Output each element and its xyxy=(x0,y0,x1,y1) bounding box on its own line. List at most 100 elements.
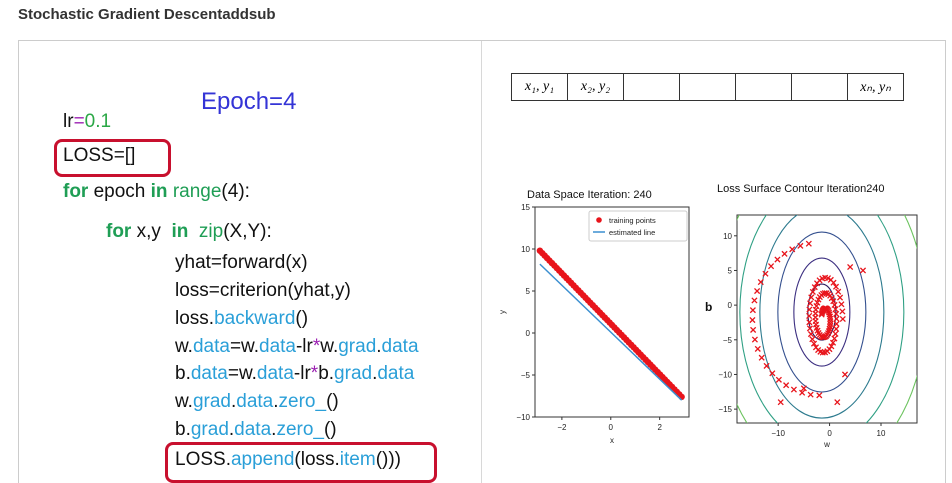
code-line-w-zero: w.grad.data.zero_() xyxy=(175,391,339,412)
sample-table: x₁, y₁ x₂, y₂ xₙ, yₙ xyxy=(511,73,904,101)
iterate-marker xyxy=(835,288,842,295)
iterate-marker xyxy=(838,301,845,308)
iterate-marker xyxy=(830,298,837,305)
data-space-chart: −2 0 2 −10 −5 0 5 10 15 x y training points estimate… xyxy=(498,203,690,445)
iterate-marker xyxy=(751,297,758,304)
contour-line xyxy=(793,257,851,367)
iterate-marker xyxy=(828,343,835,350)
iterate-marker xyxy=(829,339,837,346)
loss-init-highlight xyxy=(54,139,171,177)
data-space-chart-title: Data Space Iteration: 240 xyxy=(527,189,652,201)
iterate-marker xyxy=(767,263,775,270)
iterate-marker xyxy=(813,280,821,287)
iterate-marker xyxy=(821,290,828,297)
iterate-marker xyxy=(834,399,841,406)
table-cell xyxy=(735,73,792,101)
iterate-marker xyxy=(806,325,813,332)
iterate-marker xyxy=(833,315,840,322)
code-line-b-update: b.data=w.data-lr*b.grad.data xyxy=(175,363,415,384)
iterate-marker xyxy=(810,340,818,347)
y-tick-label: 5 xyxy=(728,266,733,275)
iterate-marker xyxy=(826,311,833,318)
legend-box xyxy=(588,210,688,242)
iterate-marker xyxy=(832,330,839,337)
y-tick-label: −10 xyxy=(516,413,530,422)
iterate-marker xyxy=(818,310,825,317)
iterate-marker xyxy=(809,288,816,295)
y-tick-label: −5 xyxy=(521,371,531,380)
legend-label: estimated line xyxy=(609,228,655,237)
contour-line xyxy=(739,215,905,423)
legend-label: training points xyxy=(609,216,656,225)
iterate-marker xyxy=(826,346,833,353)
contour-group xyxy=(737,215,917,423)
iterate-marker xyxy=(789,246,796,253)
iterate-marker xyxy=(805,240,812,247)
code-line-loss: loss=criterion(yhat,y) xyxy=(175,280,351,301)
epoch-title: Epoch=4 xyxy=(201,88,297,115)
code-line-yhat: yhat=forward(x) xyxy=(175,252,308,273)
contour-line xyxy=(807,283,837,341)
y-axis-label: b xyxy=(705,300,712,314)
iterate-marker xyxy=(809,336,816,343)
iterate-marker xyxy=(749,307,756,314)
plot-frame xyxy=(736,214,918,424)
iterate-marker xyxy=(775,376,782,383)
slide-divider xyxy=(481,41,482,483)
iterate-marker xyxy=(819,349,826,356)
table-cell xyxy=(679,73,736,101)
iterate-marker xyxy=(769,370,776,377)
contour-line xyxy=(759,215,885,419)
table-cell: x₁, y₁ xyxy=(511,73,568,101)
code-line-append: LOSS.append(loss.item())) xyxy=(175,449,402,470)
iterate-marker xyxy=(758,354,765,361)
iterate-marker xyxy=(749,316,756,324)
code-line-loss-init: LOSS=[] xyxy=(63,145,136,166)
iterate-marker xyxy=(807,331,815,338)
iterate-marker xyxy=(751,336,758,343)
iterate-marker xyxy=(816,392,823,399)
table-cell xyxy=(623,73,680,101)
y-tick-label: 10 xyxy=(723,232,732,241)
iterate-marker xyxy=(808,294,815,301)
x-tick-label: 0 xyxy=(609,423,614,432)
iterate-marker xyxy=(806,306,813,313)
iterate-marker xyxy=(754,345,761,352)
y-tick-label: −10 xyxy=(718,370,732,379)
iterate-marker xyxy=(807,300,814,307)
estimated-line xyxy=(539,263,683,401)
code-line-for-epoch: for epoch in range(4): xyxy=(63,181,250,202)
table-cell xyxy=(791,73,848,101)
legend-marker-points xyxy=(596,217,602,223)
table-cell: xₙ, yₙ xyxy=(847,73,904,101)
table-cell: x₂, y₂ xyxy=(567,73,624,101)
slide: Epoch=4 lr=0.1 LOSS=[] for epoch in rang… xyxy=(18,40,946,483)
iterate-marker xyxy=(800,385,807,392)
y-tick-label: −15 xyxy=(718,405,732,414)
x-tick-label: 2 xyxy=(657,423,662,432)
x-tick-label: −10 xyxy=(771,429,785,438)
iterate-marker xyxy=(831,335,838,342)
code-line-b-zero: b.grad.data.zero_() xyxy=(175,419,337,440)
y-tick-label: 15 xyxy=(521,203,530,212)
y-tick-label: 5 xyxy=(526,287,531,296)
iterate-marker xyxy=(832,283,840,290)
iterate-marker xyxy=(807,391,814,398)
iterate-marker xyxy=(806,312,813,319)
code-line-backward: loss.backward() xyxy=(175,308,309,329)
loss-contour-chart: −10 0 10 −15 −10 −5 0 5 10 w b xyxy=(705,214,918,449)
iterate-marker xyxy=(790,386,797,393)
iterate-marker xyxy=(762,270,769,277)
iterate-marker xyxy=(831,301,838,309)
x-tick-label: 0 xyxy=(827,429,832,438)
iterate-marker xyxy=(783,382,790,389)
loss-contour-chart-title: Loss Surface Contour Iteration240 xyxy=(717,183,885,195)
iterate-marker xyxy=(806,319,813,326)
iterate-marker xyxy=(841,371,849,378)
iterate-marker xyxy=(827,276,834,283)
page-title: Stochastic Gradient Descentaddsub xyxy=(18,6,276,23)
iterate-marker xyxy=(754,287,761,295)
iterate-marker xyxy=(811,284,818,291)
x-axis-label: w xyxy=(823,440,830,449)
iterate-marker xyxy=(836,294,844,301)
